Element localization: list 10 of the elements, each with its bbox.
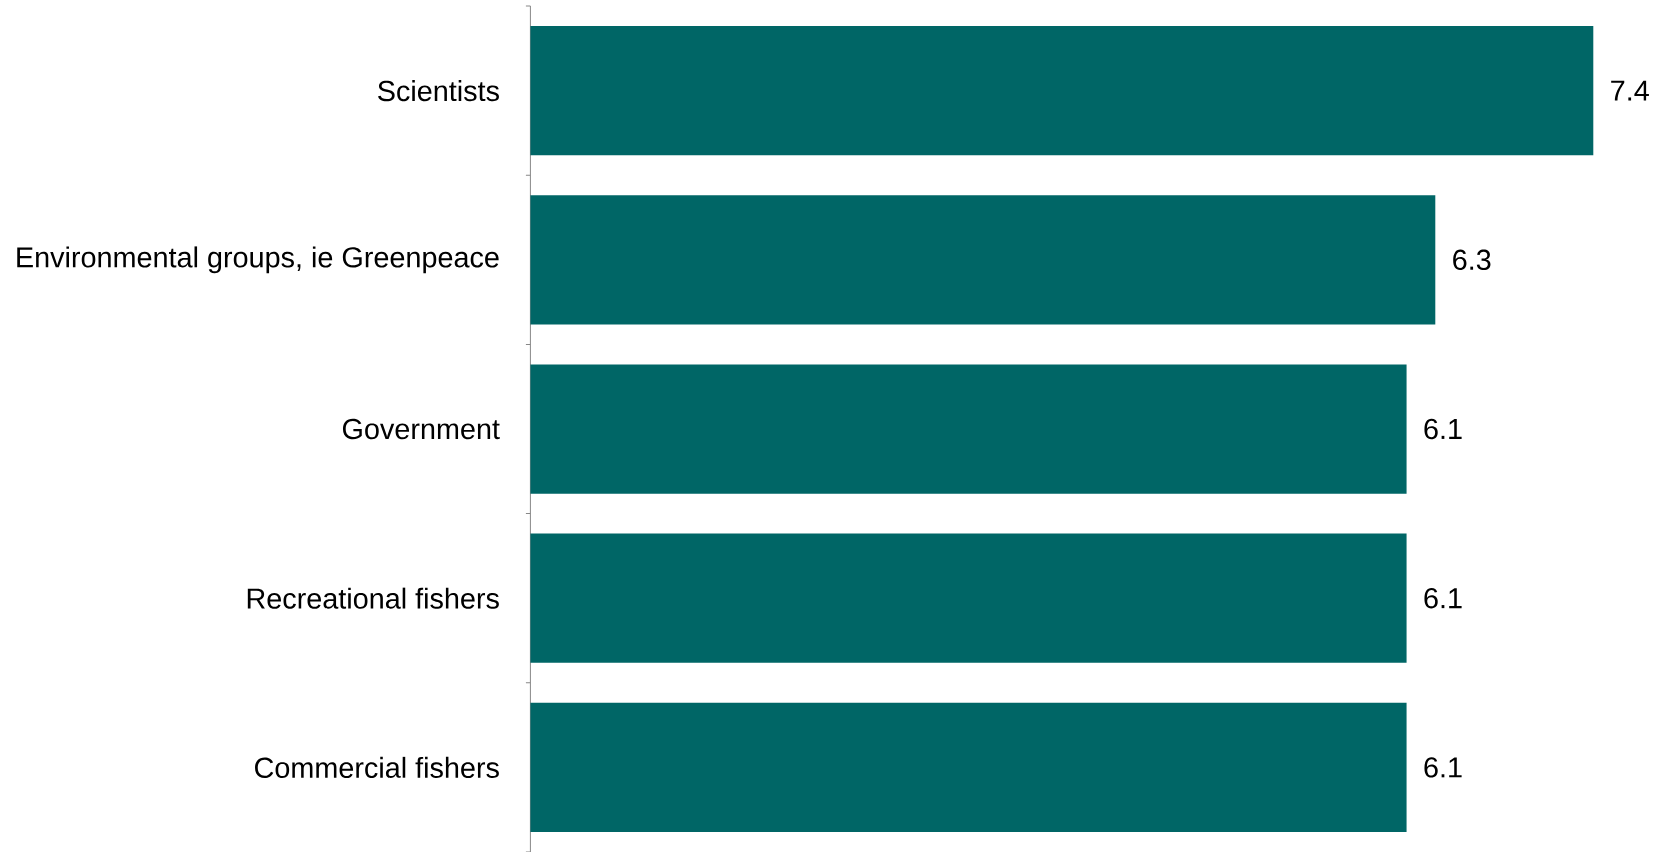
y-tick-label: Government	[342, 418, 500, 440]
data-label: 6.3	[1453, 249, 1491, 271]
y-tick-label: Commercial fishers	[255, 756, 499, 778]
data-label: 6.1	[1424, 757, 1462, 778]
data-label: 6.1	[1424, 588, 1462, 609]
data-label: 6.1	[1424, 418, 1462, 440]
y-tick-label: Scientists	[378, 80, 499, 102]
y-tick-label: Environmental groups, ie Greenpeace	[17, 246, 499, 274]
data-label: 7.4	[1611, 80, 1649, 101]
y-tick-label: Recreational fishers	[247, 587, 499, 609]
